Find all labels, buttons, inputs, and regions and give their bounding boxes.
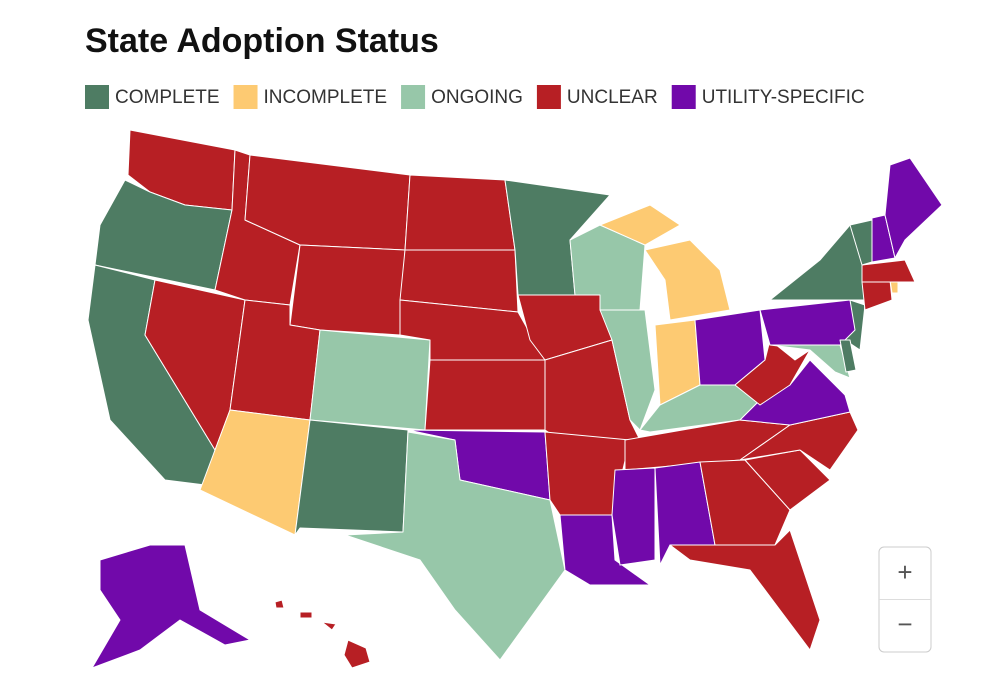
state <box>669 529 821 651</box>
state <box>734 339 811 406</box>
state-shape <box>759 299 861 346</box>
zoom-controls: + − <box>878 546 932 653</box>
state-shape <box>611 467 656 566</box>
legend-swatch <box>85 85 109 109</box>
state <box>289 244 406 336</box>
state-shape <box>274 599 285 609</box>
state-shape <box>321 621 337 631</box>
state <box>404 174 516 251</box>
state-shape <box>343 639 371 669</box>
state-shape <box>294 419 409 536</box>
state <box>274 599 371 669</box>
state-shape <box>839 339 857 373</box>
legend-label: INCOMPLETE <box>264 87 388 108</box>
legend-label: UNCLEAR <box>567 87 658 108</box>
state-shape <box>844 299 866 351</box>
state-shape <box>734 339 811 406</box>
state <box>294 419 409 536</box>
state-shape <box>699 459 791 546</box>
state-shape <box>289 244 406 336</box>
state-shape <box>599 204 681 246</box>
state-shape <box>91 544 251 669</box>
legend-label: ONGOING <box>431 87 523 108</box>
state-shape <box>299 611 313 619</box>
zoom-out-button[interactable]: − <box>897 609 912 639</box>
state <box>91 544 251 669</box>
legend-swatch <box>233 85 258 109</box>
state-shape <box>309 329 431 431</box>
state-shape <box>861 259 916 283</box>
state <box>839 339 857 373</box>
state <box>309 329 431 431</box>
state <box>861 259 916 283</box>
state-shape <box>769 344 851 379</box>
state <box>199 409 311 536</box>
map-title: State Adoption Status <box>85 22 439 60</box>
state-shape <box>861 279 893 311</box>
state <box>759 299 861 346</box>
state <box>611 467 656 566</box>
state-shape <box>644 239 731 321</box>
state-shape <box>404 174 516 251</box>
state <box>769 344 851 379</box>
state <box>344 431 566 661</box>
legend-label: UTILITY-SPECIFIC <box>702 87 865 108</box>
legend-swatch <box>536 85 561 109</box>
zoom-in-button[interactable]: + <box>897 557 912 587</box>
state-shape <box>884 157 943 259</box>
state-shape <box>424 359 546 431</box>
state <box>861 279 893 311</box>
state <box>599 204 731 321</box>
map <box>87 129 943 669</box>
legend-swatch <box>671 85 696 109</box>
state-shape <box>199 409 311 536</box>
state-shape <box>669 529 821 651</box>
state <box>424 359 546 431</box>
state <box>884 157 943 259</box>
state <box>844 299 866 351</box>
legend-label: COMPLETE <box>115 87 220 108</box>
state-shape <box>344 431 566 661</box>
state <box>699 459 791 546</box>
legend-swatch <box>401 85 426 109</box>
legend: COMPLETE INCOMPLETE ONGOING UNCLEAR UTILITY-… <box>85 85 865 109</box>
